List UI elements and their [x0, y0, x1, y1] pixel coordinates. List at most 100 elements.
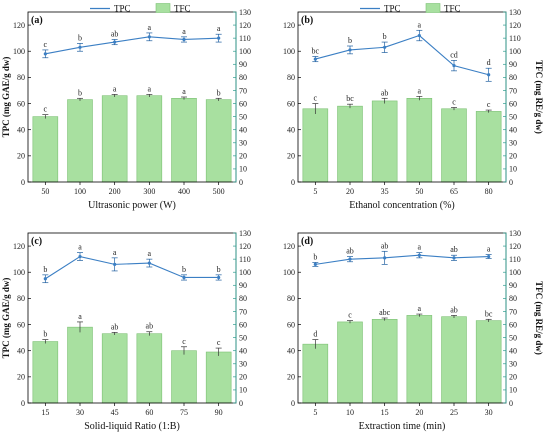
tfc-bar: [337, 321, 363, 404]
left-tick-label: 0: [21, 399, 25, 408]
x-axis-title: Ultrasonic power (W): [88, 200, 176, 211]
right-tick-label: 20: [509, 373, 517, 382]
plot-frame: [297, 232, 507, 404]
x-tick-label: 5: [313, 408, 317, 417]
left-tick-label: 60: [17, 99, 25, 108]
right-tick-label: 100: [509, 47, 521, 56]
tfc-significance-label: a: [418, 86, 422, 95]
tpc-point: [217, 36, 221, 40]
tfc-significance-label: c: [44, 105, 48, 114]
right-tick-label: 50: [509, 112, 517, 121]
left-tick-label: 120: [283, 242, 295, 251]
tpc-significance-label: c: [44, 40, 48, 49]
panel-4: d c abc a ab bc b ab ab a ab a 0 20 40 60 80 100 120 0 10 20 3…: [283, 229, 544, 432]
tpc-significance-label: a: [487, 245, 491, 254]
right-tick-label: 120: [239, 21, 251, 30]
x-tick-label: 400: [178, 187, 190, 196]
tfc-bar: [406, 98, 433, 183]
tfc-significance-label: a: [113, 84, 117, 93]
left-tick-label: 100: [13, 268, 25, 277]
tfc-significance-label: ab: [450, 305, 458, 314]
right-tick-label: 100: [509, 268, 521, 277]
tpc-point: [113, 40, 117, 44]
tfc-significance-label: c: [182, 337, 186, 346]
x-tick-label: 500: [213, 187, 225, 196]
tpc-significance-label: a: [148, 23, 152, 32]
tpc-significance-label: b: [43, 265, 47, 274]
right-tick-label: 80: [239, 294, 247, 303]
tpc-significance-label: b: [217, 265, 221, 274]
left-tick-label: 100: [13, 47, 25, 56]
tfc-bar: [136, 333, 163, 404]
right-tick-label: 20: [239, 152, 247, 161]
right-tick-label: 90: [239, 281, 247, 290]
tfc-bar: [136, 95, 163, 183]
right-tick-label: 130: [509, 229, 521, 238]
right-tick-label: 90: [239, 60, 247, 69]
panel-2: c bc ab a c c bc b b a cd d 0 20 40 60 80 100 120 0 10 20 30 40…: [283, 3, 544, 211]
right-axis-title: TFC (mg RE/g dw): [534, 60, 544, 134]
left-axis-title: TPC (mg GAE/g dw): [1, 278, 11, 359]
right-tick-label: 20: [509, 152, 517, 161]
tpc-point: [217, 275, 221, 280]
tfc-significance-label: c: [314, 94, 318, 103]
right-tick-label: 110: [239, 255, 251, 264]
left-tick-label: 120: [283, 21, 295, 30]
tpc-point: [313, 57, 317, 61]
right-tick-label: 30: [509, 139, 517, 148]
tpc-point: [348, 257, 352, 261]
tpc-point: [182, 37, 186, 42]
right-tick-label: 80: [239, 73, 247, 82]
right-tick-label: 60: [239, 320, 247, 329]
left-tick-label: 40: [17, 346, 25, 355]
tpc-point: [78, 254, 82, 259]
right-tick-label: 20: [239, 373, 247, 382]
tfc-significance-label: d: [313, 330, 317, 339]
tpc-point: [487, 73, 491, 77]
x-tick-label: 15: [381, 408, 389, 417]
tfc-bar: [475, 320, 502, 404]
right-tick-label: 10: [509, 165, 517, 174]
tpc-significance-label: a: [418, 20, 422, 29]
right-tick-label: 30: [239, 139, 247, 148]
tfc-significance-label: b: [78, 88, 82, 97]
tpc-significance-label: ab: [346, 247, 354, 256]
tfc-bar: [101, 333, 128, 404]
tpc-significance-label: a: [217, 24, 221, 33]
right-tick-label: 0: [239, 178, 243, 187]
left-tick-label: 20: [17, 373, 25, 382]
tfc-bar: [337, 105, 363, 183]
x-tick-label: 50: [415, 187, 423, 196]
right-tick-label: 90: [509, 60, 517, 69]
x-tick-label: 20: [415, 408, 423, 417]
legend-tfc-label: TFC: [174, 4, 191, 14]
tpc-significance-label: ab: [450, 245, 458, 254]
tpc-point: [452, 256, 456, 260]
right-tick-label: 120: [509, 242, 521, 251]
right-tick-label: 110: [239, 34, 251, 43]
tfc-significance-label: a: [418, 304, 422, 313]
tfc-bar: [302, 343, 329, 404]
right-tick-label: 70: [509, 86, 517, 95]
left-tick-label: 60: [287, 320, 295, 329]
left-tick-label: 40: [17, 125, 25, 134]
tfc-bar: [205, 99, 232, 183]
tpc-point: [78, 45, 82, 49]
right-tick-label: 110: [509, 255, 521, 264]
x-tick-label: 90: [215, 408, 223, 417]
tpc-significance-label: ab: [111, 29, 119, 38]
tfc-bar: [371, 100, 398, 183]
left-tick-label: 60: [287, 99, 295, 108]
tpc-point: [348, 48, 352, 52]
x-tick-label: 80: [485, 187, 493, 196]
tfc-bar: [67, 326, 93, 404]
x-tick-label: 200: [109, 187, 121, 196]
tpc-significance-label: b: [383, 32, 387, 41]
legend-bar-swatch: [425, 3, 441, 13]
tpc-point: [452, 64, 456, 68]
tfc-significance-label: c: [452, 97, 456, 106]
right-tick-label: 120: [239, 242, 251, 251]
tfc-bar: [101, 95, 128, 183]
right-tick-label: 10: [239, 165, 247, 174]
left-tick-label: 100: [283, 47, 295, 56]
